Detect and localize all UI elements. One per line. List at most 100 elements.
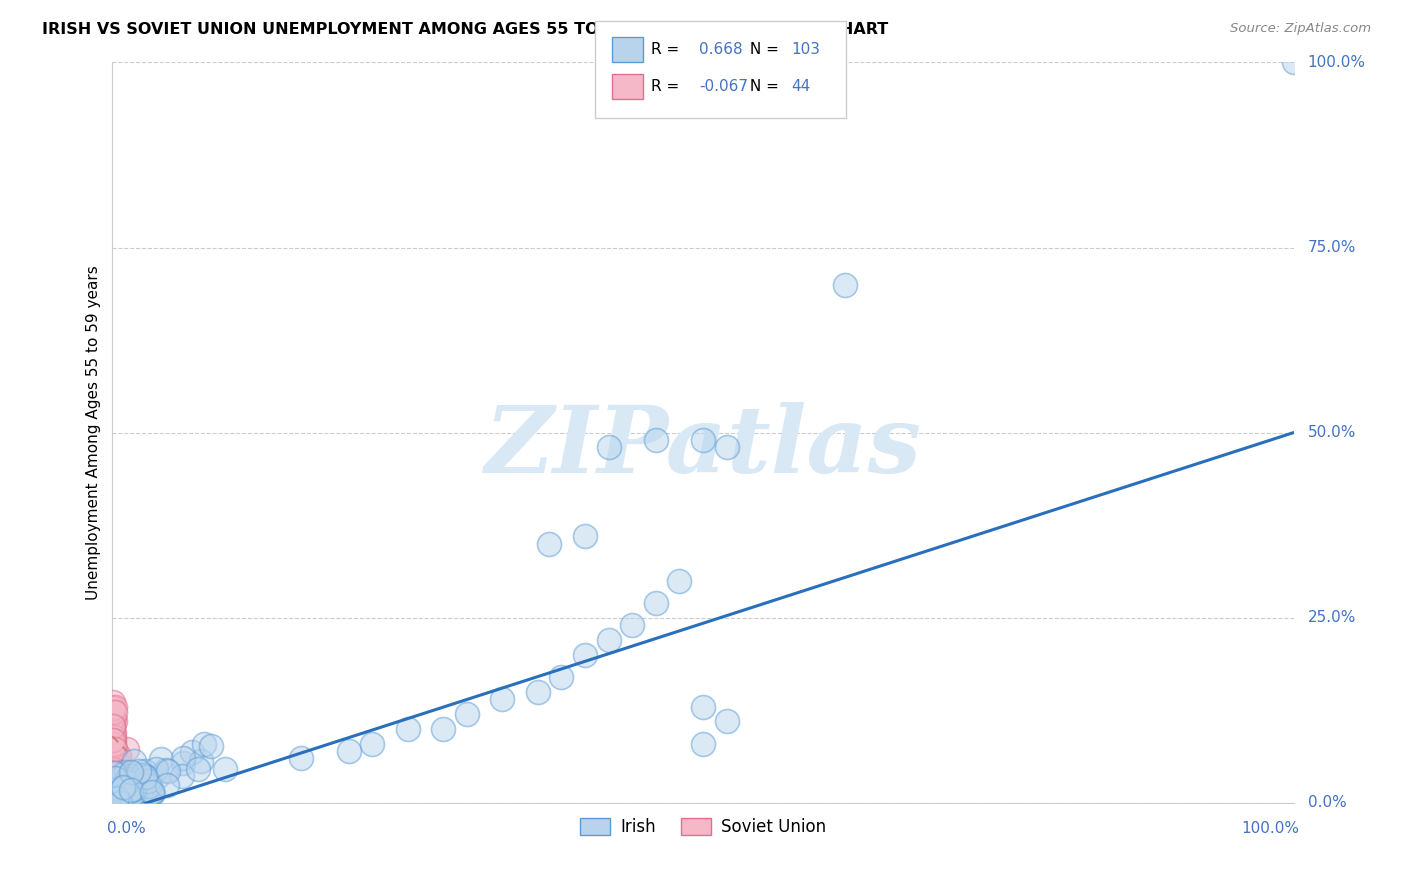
Point xyxy=(107,782,129,797)
Text: 0.668: 0.668 xyxy=(699,42,742,56)
Point xyxy=(1282,55,1305,70)
Point xyxy=(105,793,128,807)
Point xyxy=(101,732,124,747)
Point xyxy=(145,763,167,777)
Point xyxy=(103,792,125,806)
Point xyxy=(121,783,143,797)
Point xyxy=(692,699,714,714)
Point xyxy=(200,739,222,754)
Text: N =: N = xyxy=(745,42,785,56)
Point xyxy=(103,710,125,724)
Text: Source: ZipAtlas.com: Source: ZipAtlas.com xyxy=(1230,22,1371,36)
Point xyxy=(716,714,738,729)
Text: ZIPatlas: ZIPatlas xyxy=(485,402,921,492)
Point xyxy=(337,744,360,758)
Point xyxy=(108,791,131,805)
Point xyxy=(135,770,157,784)
Point xyxy=(598,441,620,455)
Point xyxy=(131,768,153,782)
Point xyxy=(716,441,738,455)
Point xyxy=(122,790,145,805)
Point xyxy=(290,751,312,765)
Point xyxy=(127,779,149,793)
Point xyxy=(115,742,138,756)
Point xyxy=(104,705,127,719)
Point xyxy=(142,786,165,800)
Point xyxy=(101,704,124,718)
Point xyxy=(101,720,124,734)
Point xyxy=(101,725,124,739)
Point xyxy=(104,700,127,714)
Point xyxy=(105,749,128,764)
Point xyxy=(112,780,135,795)
Point xyxy=(124,781,146,796)
Point xyxy=(111,771,134,785)
Point xyxy=(396,722,419,736)
Point xyxy=(111,767,134,781)
Point xyxy=(103,782,125,797)
Point xyxy=(124,780,146,795)
Text: 50.0%: 50.0% xyxy=(1308,425,1355,440)
Text: R =: R = xyxy=(651,79,685,94)
Point xyxy=(135,796,157,810)
Point xyxy=(491,692,513,706)
Point xyxy=(136,774,159,789)
Point xyxy=(101,782,124,797)
Point xyxy=(432,722,454,736)
Point xyxy=(141,786,163,800)
Point xyxy=(550,670,572,684)
Point xyxy=(103,762,125,776)
Point xyxy=(122,769,145,783)
Point xyxy=(103,739,125,753)
Point xyxy=(138,779,160,793)
Point xyxy=(149,752,172,766)
Point xyxy=(172,751,194,765)
Point xyxy=(103,730,125,744)
Point xyxy=(456,706,478,721)
Point xyxy=(120,770,142,784)
Point xyxy=(190,754,212,768)
Point xyxy=(101,744,124,758)
Point xyxy=(110,796,132,810)
Point xyxy=(103,778,125,792)
Point xyxy=(139,777,162,791)
Point xyxy=(118,791,141,805)
Point xyxy=(103,715,125,730)
Point xyxy=(193,737,215,751)
Text: 103: 103 xyxy=(792,42,821,56)
Point xyxy=(103,792,125,806)
Point xyxy=(120,765,142,780)
Point xyxy=(120,770,142,784)
Point xyxy=(125,772,148,787)
Point xyxy=(103,765,125,780)
Point xyxy=(104,714,127,728)
Point xyxy=(141,785,163,799)
Point xyxy=(115,773,138,788)
Point xyxy=(111,784,134,798)
Point xyxy=(834,277,856,292)
Point xyxy=(112,780,135,795)
Point xyxy=(156,778,179,792)
Point xyxy=(172,756,194,771)
Point xyxy=(101,762,124,776)
Point xyxy=(187,762,209,776)
Point xyxy=(114,774,136,789)
Point xyxy=(644,596,666,610)
Point xyxy=(128,782,150,797)
Point xyxy=(120,783,142,797)
Point xyxy=(139,784,162,798)
Point xyxy=(124,786,146,800)
Point xyxy=(103,700,125,714)
Point xyxy=(180,745,202,759)
Point xyxy=(120,790,142,805)
Point xyxy=(172,769,194,783)
Point xyxy=(101,785,124,799)
Text: 75.0%: 75.0% xyxy=(1308,240,1355,255)
Point xyxy=(574,529,596,543)
Point xyxy=(574,648,596,662)
Point xyxy=(101,786,124,800)
Point xyxy=(124,754,146,768)
Text: N =: N = xyxy=(745,79,785,94)
Text: R =: R = xyxy=(651,42,685,56)
Point xyxy=(103,795,125,809)
